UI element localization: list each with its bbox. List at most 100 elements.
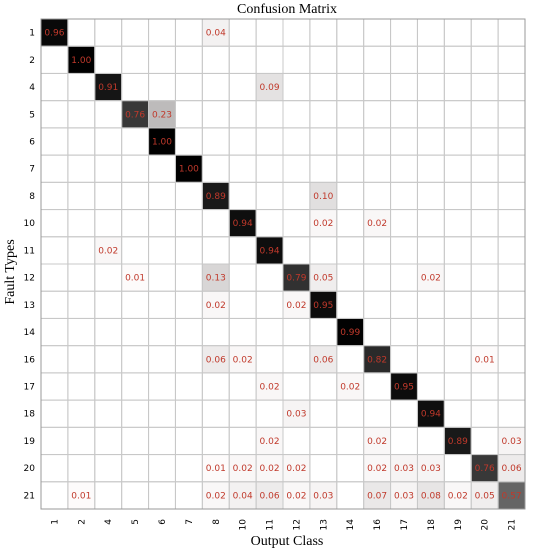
grid-cell — [174, 127, 203, 156]
grid-cell — [309, 399, 338, 428]
grid-cell — [363, 154, 392, 183]
grid-cell — [336, 236, 365, 265]
grid-cell — [390, 154, 418, 183]
cell-value-label: 0.06 — [260, 491, 280, 501]
heatmap-cell — [498, 427, 525, 455]
grid-cell — [416, 18, 445, 47]
grid-cell — [228, 426, 257, 456]
grid-cell — [497, 345, 526, 374]
grid-cell — [363, 127, 392, 156]
grid-cell — [94, 154, 123, 183]
grid-cell — [282, 345, 311, 374]
heatmap-cell — [283, 454, 310, 482]
cell-value-label: 1.00 — [152, 138, 172, 148]
grid-cell — [201, 209, 230, 238]
cell-value-label: 0.23 — [152, 110, 172, 120]
heatmap-cell — [309, 345, 337, 373]
x-tick-label: 5 — [131, 519, 141, 525]
grid-cell — [336, 454, 365, 483]
heatmap-cell — [471, 345, 499, 373]
cell-value-label: 0.01 — [475, 355, 495, 365]
heatmap-cell — [363, 345, 391, 373]
grid-cell — [255, 127, 284, 156]
grid-cell — [282, 236, 311, 265]
y-tick-label: 5 — [29, 110, 35, 120]
x-tick-label: 7 — [185, 519, 195, 525]
cell-value-label: 0.02 — [367, 219, 387, 229]
grid-cell — [416, 317, 445, 347]
y-tick-label: 1 — [29, 29, 35, 39]
grid-cell — [201, 236, 230, 265]
grid-cell — [470, 154, 499, 183]
grid-cell — [336, 100, 365, 129]
grid-cell — [443, 399, 472, 428]
grid-cell — [390, 127, 418, 156]
x-tick-label: 17 — [400, 519, 410, 530]
x-tick-label: 6 — [158, 519, 168, 525]
grid-cell — [67, 127, 96, 156]
cell-value-label: 0.99 — [340, 328, 360, 338]
heatmap-cell — [417, 400, 445, 428]
x-tick-label: 20 — [481, 519, 491, 531]
heatmap-cell — [390, 481, 418, 509]
grid-cell — [443, 209, 472, 238]
cell-value-label: 0.05 — [313, 274, 333, 284]
grid-cell — [309, 236, 338, 265]
y-axis-label: Fault Types — [3, 239, 18, 304]
grid-cell — [94, 372, 123, 401]
grid-cell — [121, 236, 150, 265]
grid-cell — [363, 399, 392, 428]
heatmap-cell — [121, 264, 149, 292]
cell-value-label: 0.06 — [313, 355, 333, 365]
grid-cell — [470, 236, 499, 265]
heatmap-cell — [417, 481, 445, 509]
grid-cell — [390, 100, 418, 129]
grid-cell — [94, 18, 123, 47]
grid-cell — [121, 181, 150, 211]
grid-cell — [148, 263, 176, 292]
y-tick-label: 18 — [24, 410, 36, 420]
grid-cell — [40, 454, 69, 483]
x-tick-label: 4 — [104, 519, 114, 525]
grid-cell — [67, 263, 96, 292]
grid-cell — [470, 426, 499, 456]
cell-value-label: 0.96 — [44, 29, 64, 39]
grid-cell — [390, 290, 418, 319]
grid-cell — [148, 345, 176, 374]
grid-cell — [255, 290, 284, 319]
grid-cell — [255, 263, 284, 292]
grid-cell — [470, 263, 499, 292]
grid-cell — [309, 127, 338, 156]
grid-cell — [255, 100, 284, 129]
grid-cell — [309, 72, 338, 102]
grid-cell — [363, 45, 392, 74]
y-tick-label: 10 — [24, 219, 36, 229]
heatmap-cell — [417, 454, 445, 482]
y-tick-label: 12 — [24, 274, 35, 284]
grid-cell — [497, 181, 526, 211]
grid-cell — [67, 372, 96, 401]
cell-value-label: 0.02 — [206, 491, 226, 501]
grid-cell — [416, 345, 445, 374]
grid-cell — [174, 18, 203, 47]
cell-value-label: 0.03 — [313, 491, 333, 501]
grid-cell — [255, 18, 284, 47]
cell-value-label: 0.06 — [502, 464, 522, 474]
grid-cell — [94, 100, 123, 129]
grid-cell — [336, 399, 365, 428]
y-tick-label: 21 — [24, 491, 35, 501]
grid-cell — [470, 45, 499, 74]
grid-cell — [121, 209, 150, 238]
grid-cell — [94, 426, 123, 456]
grid-cell — [148, 290, 176, 319]
cell-value-label: 0.07 — [367, 491, 387, 501]
heatmap-cell — [309, 291, 337, 319]
cell-value-label: 0.57 — [502, 491, 522, 501]
grid-cell — [336, 290, 365, 319]
cell-value-label: 0.02 — [340, 383, 360, 393]
grid-cell — [282, 372, 311, 401]
grid-cell — [497, 290, 526, 319]
y-tick-label: 6 — [29, 138, 35, 148]
grid-cell — [67, 290, 96, 319]
heatmap-cell — [67, 46, 95, 74]
